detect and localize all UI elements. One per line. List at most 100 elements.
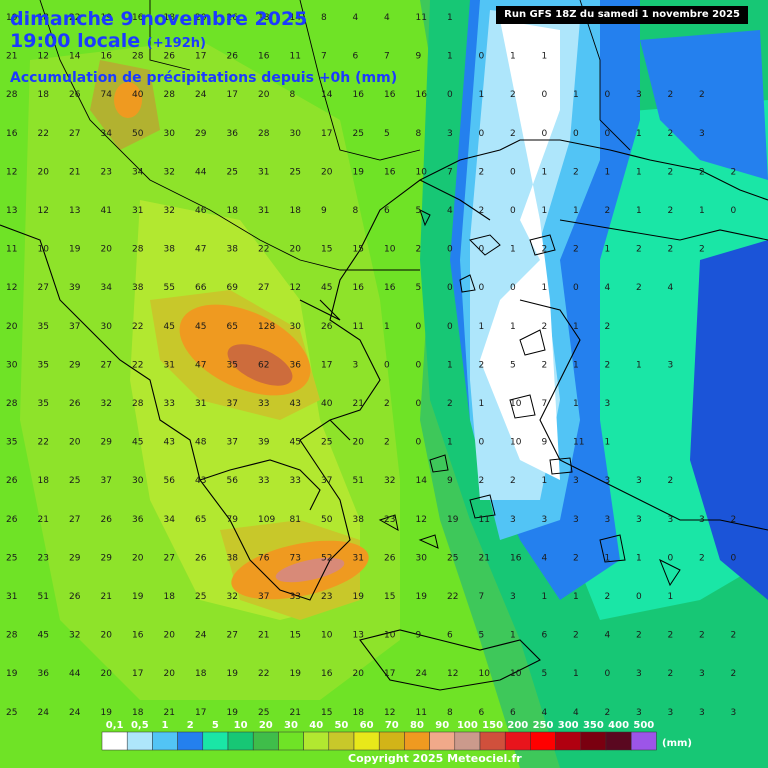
precip-value: 0 <box>416 322 422 332</box>
precip-zone-east-dark <box>690 240 768 600</box>
precip-value: 1 <box>573 206 579 216</box>
precip-value: 23 <box>38 553 49 563</box>
run-label: Run GFS 18Z du samedi 1 novembre 2025 <box>496 6 748 24</box>
precip-value: 30 <box>164 129 176 139</box>
precip-value: 1 <box>447 13 453 23</box>
legend-swatch <box>202 731 229 751</box>
precip-value: 2 <box>573 631 579 641</box>
precip-value: 32 <box>164 167 175 177</box>
precip-value: 30 <box>290 322 302 332</box>
legend-label: 90 <box>435 720 449 731</box>
legend-label: 70 <box>385 720 399 731</box>
precip-value: 28 <box>164 90 176 100</box>
precip-value: 1 <box>542 206 548 216</box>
precip-value: 2 <box>510 90 516 100</box>
precip-value: 0 <box>605 90 611 100</box>
precip-value: 9 <box>321 206 327 216</box>
precip-value: 3 <box>605 515 611 525</box>
precip-value: 47 <box>195 245 206 255</box>
legend-label: 1 <box>162 720 169 731</box>
precip-value: 16 <box>132 631 144 641</box>
precip-value: 45 <box>321 283 332 293</box>
precip-value: 20 <box>353 669 365 679</box>
precip-value: 20 <box>6 322 18 332</box>
precip-value: 45 <box>164 322 175 332</box>
precip-value: 1 <box>605 167 611 177</box>
precip-value: 25 <box>258 708 269 718</box>
precip-value: 35 <box>227 360 238 370</box>
legend-swatch <box>378 731 405 751</box>
precip-value-grid: 19 18 22 19 16 18 20 26 18 14 8 4 4 11 121 12 14 16 28 26 17… <box>6 13 737 718</box>
precip-value: 16 <box>353 90 365 100</box>
precip-value: 43 <box>164 438 175 448</box>
precip-value: 24 <box>416 669 428 679</box>
precip-value: 38 <box>164 245 176 255</box>
precip-value: 1 <box>510 52 516 62</box>
precip-value: 12 <box>6 283 17 293</box>
legend-swatch <box>252 731 279 751</box>
legend-label: 50 <box>334 720 348 731</box>
precip-value: 51 <box>353 476 364 486</box>
precip-value: 4 <box>605 283 611 293</box>
precip-value: 8 <box>416 129 422 139</box>
precip-value: 50 <box>321 515 333 525</box>
precip-value: 2 <box>699 553 705 563</box>
precip-value: 1 <box>636 206 642 216</box>
precip-value: 5 <box>542 669 548 679</box>
precip-value: 45 <box>38 631 49 641</box>
precip-value: 14 <box>69 52 81 62</box>
precip-value: 20 <box>164 669 176 679</box>
precip-value: 7 <box>542 399 548 409</box>
precip-value: 0 <box>731 206 737 216</box>
legend-swatch <box>555 731 582 751</box>
legend-swatch <box>605 731 632 751</box>
precip-value: 45 <box>132 438 143 448</box>
precip-value: 35 <box>38 360 49 370</box>
precip-value: 21 <box>101 592 112 602</box>
precip-value: 11 <box>353 322 364 332</box>
precip-value: 26 <box>69 592 81 602</box>
precip-value: 39 <box>69 283 81 293</box>
precip-value: 1 <box>542 476 548 486</box>
precip-value: 55 <box>164 283 175 293</box>
precip-value: 31 <box>258 206 269 216</box>
precip-value: 13 <box>6 206 17 216</box>
precip-value: 28 <box>6 631 18 641</box>
precip-value: 17 <box>321 360 332 370</box>
precip-value: 32 <box>164 206 175 216</box>
precip-value: 3 <box>573 476 579 486</box>
precip-value: 43 <box>290 399 301 409</box>
precip-value: 4 <box>384 13 390 23</box>
precip-value: 3 <box>668 360 674 370</box>
precip-value: 0 <box>479 283 485 293</box>
precip-value: 1 <box>573 322 579 332</box>
precip-value: 24 <box>195 631 207 641</box>
precip-value: 23 <box>384 515 395 525</box>
precip-value: 15 <box>353 245 364 255</box>
precip-value: 17 <box>384 669 395 679</box>
precip-value: 26 <box>6 515 18 525</box>
precip-value: 2 <box>573 553 579 563</box>
precip-value: 3 <box>668 515 674 525</box>
precip-value: 15 <box>321 245 332 255</box>
precip-value: 37 <box>321 476 332 486</box>
precip-value: 65 <box>227 322 238 332</box>
precip-value: 4 <box>353 13 359 23</box>
precip-value: 37 <box>258 592 269 602</box>
legend-swatch <box>454 731 481 751</box>
precip-value: 40 <box>132 90 144 100</box>
precip-value: 6 <box>479 708 485 718</box>
precip-value: 18 <box>132 708 144 718</box>
precip-value: 36 <box>132 515 144 525</box>
precip-value: 3 <box>510 592 516 602</box>
legend: 0,1 0,5 1 2 5 10 20 30 40 50 60 70 80 90 100 150 200 250 3… <box>101 720 692 751</box>
precip-value: 1 <box>542 283 548 293</box>
precip-value: 0 <box>668 553 674 563</box>
precip-value: 2 <box>668 245 674 255</box>
precip-value: 16 <box>258 52 270 62</box>
precip-value: 2 <box>510 476 516 486</box>
precip-value: 16 <box>510 553 522 563</box>
legend-swatch <box>303 731 330 751</box>
precip-value: 25 <box>69 476 80 486</box>
